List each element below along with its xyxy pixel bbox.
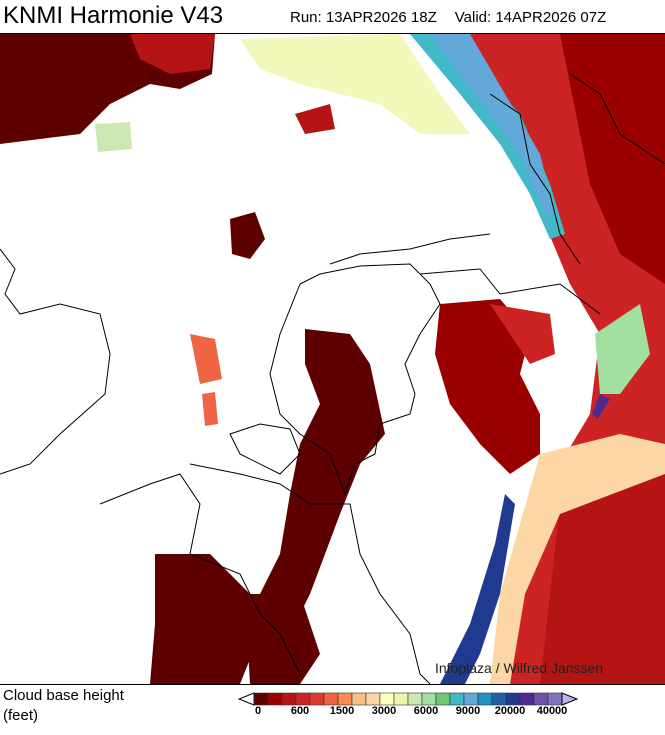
colorbar-tick-label: 600 bbox=[290, 705, 310, 717]
cloud-strip-blue-north bbox=[410, 34, 565, 239]
colorbar-swatch bbox=[351, 692, 367, 706]
colorbar-over-arrow bbox=[561, 692, 579, 706]
cloud-area-east-yellow bbox=[490, 434, 665, 684]
colorbar-swatch bbox=[337, 692, 353, 706]
cloud-area-east-green bbox=[595, 304, 650, 394]
colorbar-swatch bbox=[393, 692, 409, 706]
colorbar-tick-label: 0 bbox=[254, 705, 262, 717]
cloud-patch-orange-2 bbox=[202, 392, 218, 426]
colorbar-tick-label: 6000 bbox=[413, 705, 439, 717]
valid-time: Valid: 14APR2026 07Z bbox=[454, 9, 607, 26]
colorbar-swatch bbox=[533, 692, 549, 706]
map-canvas bbox=[0, 34, 665, 685]
cloud-patch-light bbox=[95, 122, 132, 152]
cloud-strip-blue-south bbox=[440, 494, 515, 684]
legend-title: Cloud base height (feet) bbox=[3, 686, 124, 726]
cloud-area-north-edge bbox=[130, 34, 215, 74]
coastlines bbox=[0, 73, 665, 685]
colorbar-swatch bbox=[281, 692, 297, 706]
colorbar-swatch bbox=[547, 692, 563, 706]
colorbar-swatch bbox=[519, 692, 535, 706]
colorbar-swatch bbox=[505, 692, 521, 706]
colorbar-swatch bbox=[435, 692, 451, 706]
colorbar-swatch bbox=[421, 692, 437, 706]
colorbar-swatch bbox=[253, 692, 269, 706]
colorbar-tick-label: 40000 bbox=[536, 705, 568, 717]
run-time: Run: 13APR2026 18Z bbox=[290, 9, 437, 26]
cloud-patch-orange bbox=[190, 334, 222, 384]
cloud-strip-violet bbox=[592, 394, 610, 419]
run-valid-info: Run: 13APR2026 18Z Valid: 14APR2026 07Z bbox=[290, 9, 624, 26]
cloud-area-germany bbox=[435, 299, 540, 474]
colorbar-swatch bbox=[309, 692, 325, 706]
colorbar-swatch bbox=[477, 692, 493, 706]
colorbar-swatch bbox=[463, 692, 479, 706]
model-title: KNMI Harmonie V43 bbox=[3, 2, 224, 29]
cloud-blob-sea bbox=[230, 212, 265, 259]
colorbar-swatch bbox=[267, 692, 283, 706]
cloud-base-map: Infoplaza / Wilfred Janssen bbox=[0, 33, 665, 685]
colorbar-tick-label: 20000 bbox=[494, 705, 526, 717]
credit-text: Infoplaza / Wilfred Janssen bbox=[435, 660, 604, 676]
colorbar bbox=[238, 692, 579, 706]
cloud-area-east-dark bbox=[560, 34, 665, 284]
colorbar-under-arrow bbox=[238, 692, 255, 706]
colorbar-swatch bbox=[449, 692, 465, 706]
cloud-area-germany-red bbox=[490, 304, 555, 364]
colorbar-swatch bbox=[323, 692, 339, 706]
colorbar-swatch bbox=[365, 692, 381, 706]
legend-title-line2: (feet) bbox=[3, 707, 39, 724]
cloud-patch-north-red bbox=[295, 104, 335, 134]
colorbar-swatch bbox=[295, 692, 311, 706]
colorbar-tick-label: 3000 bbox=[371, 705, 397, 717]
cloud-area-southeast-dark bbox=[540, 474, 665, 684]
cloud-strip-blue-light bbox=[430, 34, 555, 214]
colorbar-swatch bbox=[491, 692, 507, 706]
cloud-area-central bbox=[250, 329, 385, 644]
cloud-area-south bbox=[150, 554, 260, 684]
cloud-patch-north-yellow bbox=[240, 34, 470, 134]
colorbar-tick-label: 9000 bbox=[455, 705, 481, 717]
header: KNMI Harmonie V43 Run: 13APR2026 18Z Vali… bbox=[0, 0, 665, 33]
colorbar-swatch bbox=[407, 692, 423, 706]
colorbar-tick-label: 1500 bbox=[329, 705, 355, 717]
colorbar-swatch bbox=[379, 692, 395, 706]
legend-title-line1: Cloud base height bbox=[3, 687, 124, 704]
